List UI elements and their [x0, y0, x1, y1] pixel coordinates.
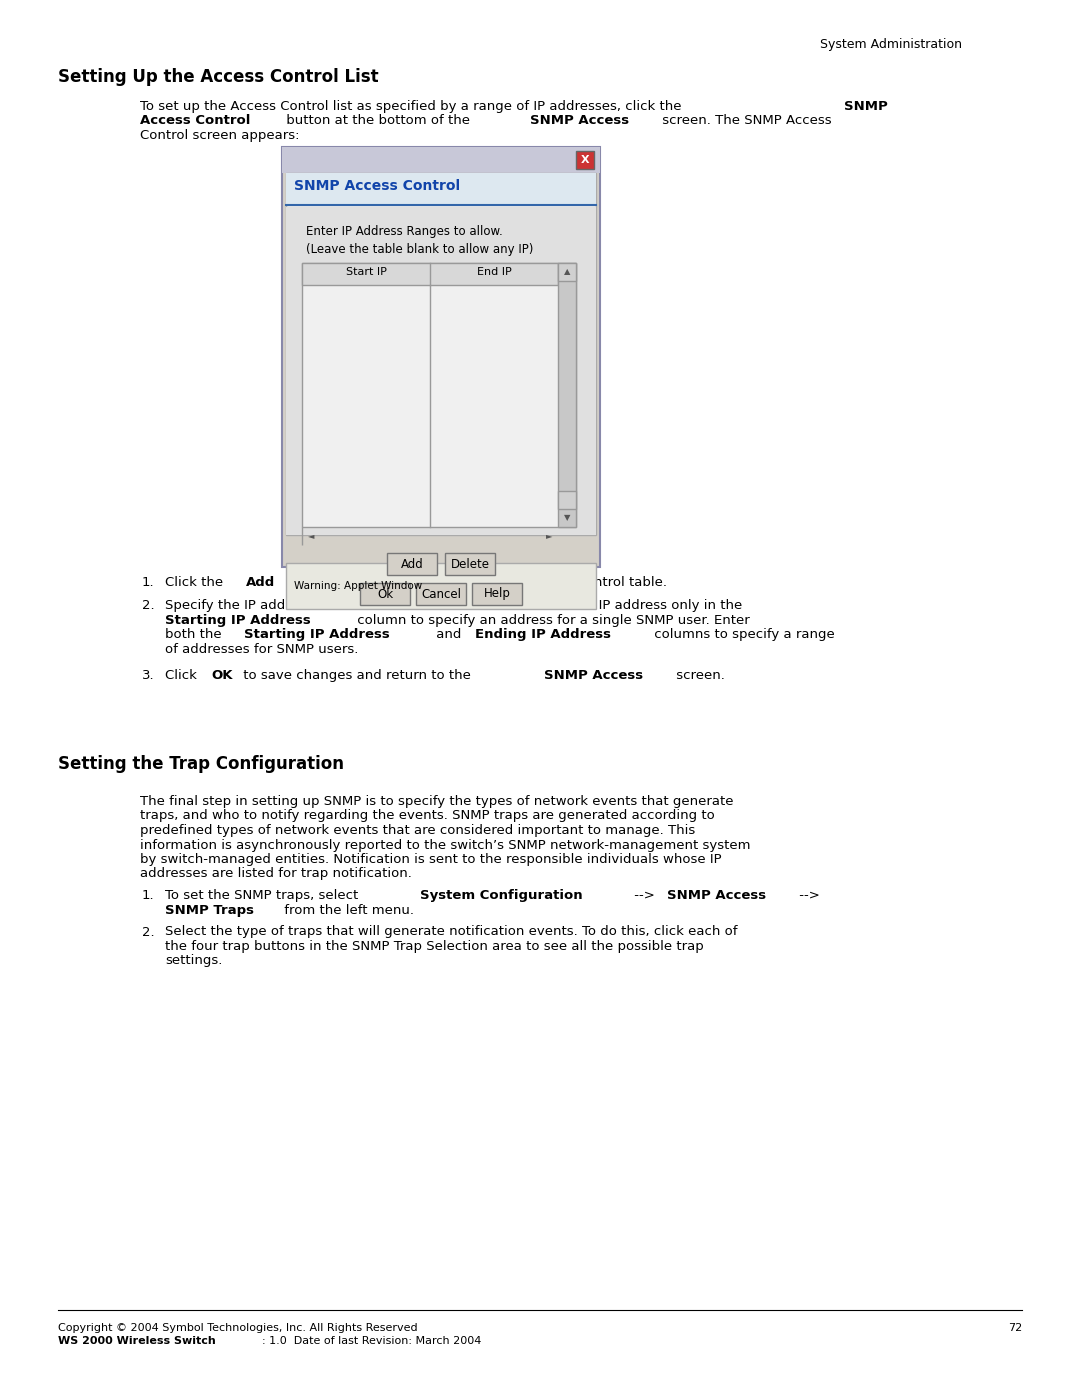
FancyBboxPatch shape: [576, 151, 594, 169]
Text: The final step in setting up SNMP is to specify the types of network events that: The final step in setting up SNMP is to …: [140, 795, 733, 807]
Text: screen.: screen.: [672, 669, 725, 682]
Text: columns to specify a range: columns to specify a range: [650, 629, 835, 641]
FancyBboxPatch shape: [387, 553, 437, 576]
FancyBboxPatch shape: [558, 263, 576, 527]
Text: Setting the Trap Configuration: Setting the Trap Configuration: [58, 754, 345, 773]
Text: addresses are listed for trap notification.: addresses are listed for trap notificati…: [140, 868, 411, 880]
Text: button to create a new entry in the Access Control table.: button to create a new entry in the Acce…: [283, 576, 667, 590]
Text: 1.: 1.: [141, 576, 154, 590]
Text: Access Control: Access Control: [140, 115, 251, 127]
Text: : 1.0  Date of last Revision: March 2004: : 1.0 Date of last Revision: March 2004: [261, 1336, 481, 1345]
Text: Copyright © 2004 Symbol Technologies, Inc. All Rights Reserved: Copyright © 2004 Symbol Technologies, In…: [58, 1323, 418, 1333]
Text: SNMP Access Control: SNMP Access Control: [291, 154, 414, 168]
Text: Cancel: Cancel: [421, 588, 461, 601]
Text: Click the: Click the: [165, 576, 228, 590]
Text: ▲: ▲: [564, 267, 570, 277]
Text: SNMP Traps: SNMP Traps: [165, 904, 254, 916]
Text: ◄: ◄: [308, 531, 314, 541]
Text: Starting IP Address: Starting IP Address: [244, 629, 389, 641]
Text: Control screen appears:: Control screen appears:: [140, 129, 299, 142]
FancyBboxPatch shape: [416, 583, 465, 605]
Text: Add: Add: [245, 576, 274, 590]
Text: of addresses for SNMP users.: of addresses for SNMP users.: [165, 643, 359, 655]
Text: settings.: settings.: [165, 954, 222, 968]
Text: X: X: [581, 155, 590, 165]
Text: both the: both the: [165, 629, 226, 641]
FancyBboxPatch shape: [282, 147, 600, 173]
Text: column to specify an address for a single SNMP user. Enter: column to specify an address for a singl…: [353, 613, 750, 627]
Text: predefined types of network events that are considered important to manage. This: predefined types of network events that …: [140, 824, 696, 837]
Text: WS 2000 Wireless Switch: WS 2000 Wireless Switch: [58, 1336, 216, 1345]
Text: button at the bottom of the: button at the bottom of the: [282, 115, 475, 127]
FancyBboxPatch shape: [286, 173, 596, 535]
FancyBboxPatch shape: [286, 563, 596, 609]
Text: 1.: 1.: [141, 890, 154, 902]
Text: (Leave the table blank to allow any IP): (Leave the table blank to allow any IP): [306, 243, 534, 256]
Text: SNMP: SNMP: [845, 101, 888, 113]
Text: and: and: [432, 629, 465, 641]
FancyBboxPatch shape: [286, 207, 596, 535]
Text: Delete: Delete: [450, 557, 489, 570]
FancyBboxPatch shape: [558, 263, 576, 281]
Text: from the left menu.: from the left menu.: [280, 904, 414, 916]
Text: Specify the IP address for the user(s) that have access. Enter an IP address onl: Specify the IP address for the user(s) t…: [165, 599, 742, 612]
Text: Setting Up the Access Control List: Setting Up the Access Control List: [58, 68, 379, 87]
Text: SNMP Access: SNMP Access: [544, 669, 644, 682]
Text: SNMP Access Control: SNMP Access Control: [294, 179, 460, 193]
FancyBboxPatch shape: [472, 583, 522, 605]
FancyBboxPatch shape: [558, 490, 576, 509]
Text: the four trap buttons in the SNMP Trap Selection area to see all the possible tr: the four trap buttons in the SNMP Trap S…: [165, 940, 704, 953]
Text: Warning: Applet Window: Warning: Applet Window: [294, 581, 422, 591]
Text: To set up the Access Control list as specified by a range of IP addresses, click: To set up the Access Control list as spe…: [140, 101, 686, 113]
Text: System Administration: System Administration: [820, 38, 962, 52]
Text: Ending IP Address: Ending IP Address: [475, 629, 611, 641]
Text: Click: Click: [165, 669, 201, 682]
FancyBboxPatch shape: [302, 263, 558, 285]
Text: SNMP Access: SNMP Access: [530, 115, 630, 127]
Text: 72: 72: [1008, 1323, 1022, 1333]
Text: -->: -->: [630, 890, 659, 902]
FancyBboxPatch shape: [286, 173, 596, 205]
FancyBboxPatch shape: [360, 583, 410, 605]
Text: Help: Help: [484, 588, 511, 601]
Text: traps, and who to notify regarding the events. SNMP traps are generated accordin: traps, and who to notify regarding the e…: [140, 809, 715, 823]
Text: 2.: 2.: [141, 599, 154, 612]
FancyBboxPatch shape: [282, 147, 600, 567]
Text: OK: OK: [212, 669, 233, 682]
Text: information is asynchronously reported to the switch’s SNMP network-management s: information is asynchronously reported t…: [140, 838, 751, 852]
Text: 2.: 2.: [141, 925, 154, 939]
Text: Ok: Ok: [377, 588, 393, 601]
Text: Add: Add: [401, 557, 423, 570]
Text: screen. The SNMP Access: screen. The SNMP Access: [659, 115, 832, 127]
FancyBboxPatch shape: [302, 263, 576, 527]
Text: SNMP Access: SNMP Access: [667, 890, 767, 902]
Text: by switch-managed entities. Notification is sent to the responsible individuals : by switch-managed entities. Notification…: [140, 854, 721, 866]
Text: Starting IP Address: Starting IP Address: [165, 613, 311, 627]
Text: ▼: ▼: [564, 514, 570, 522]
Text: Select the type of traps that will generate notification events. To do this, cli: Select the type of traps that will gener…: [165, 925, 738, 939]
Text: to save changes and return to the: to save changes and return to the: [240, 669, 475, 682]
Text: To set the SNMP traps, select: To set the SNMP traps, select: [165, 890, 363, 902]
Text: End IP: End IP: [476, 267, 511, 277]
Text: System Configuration: System Configuration: [420, 890, 582, 902]
Text: ►: ►: [545, 531, 552, 541]
Text: -->: -->: [795, 890, 820, 902]
Text: 3.: 3.: [141, 669, 154, 682]
FancyBboxPatch shape: [445, 553, 495, 576]
Text: Enter IP Address Ranges to allow.: Enter IP Address Ranges to allow.: [306, 225, 503, 237]
Text: Start IP: Start IP: [346, 267, 387, 277]
